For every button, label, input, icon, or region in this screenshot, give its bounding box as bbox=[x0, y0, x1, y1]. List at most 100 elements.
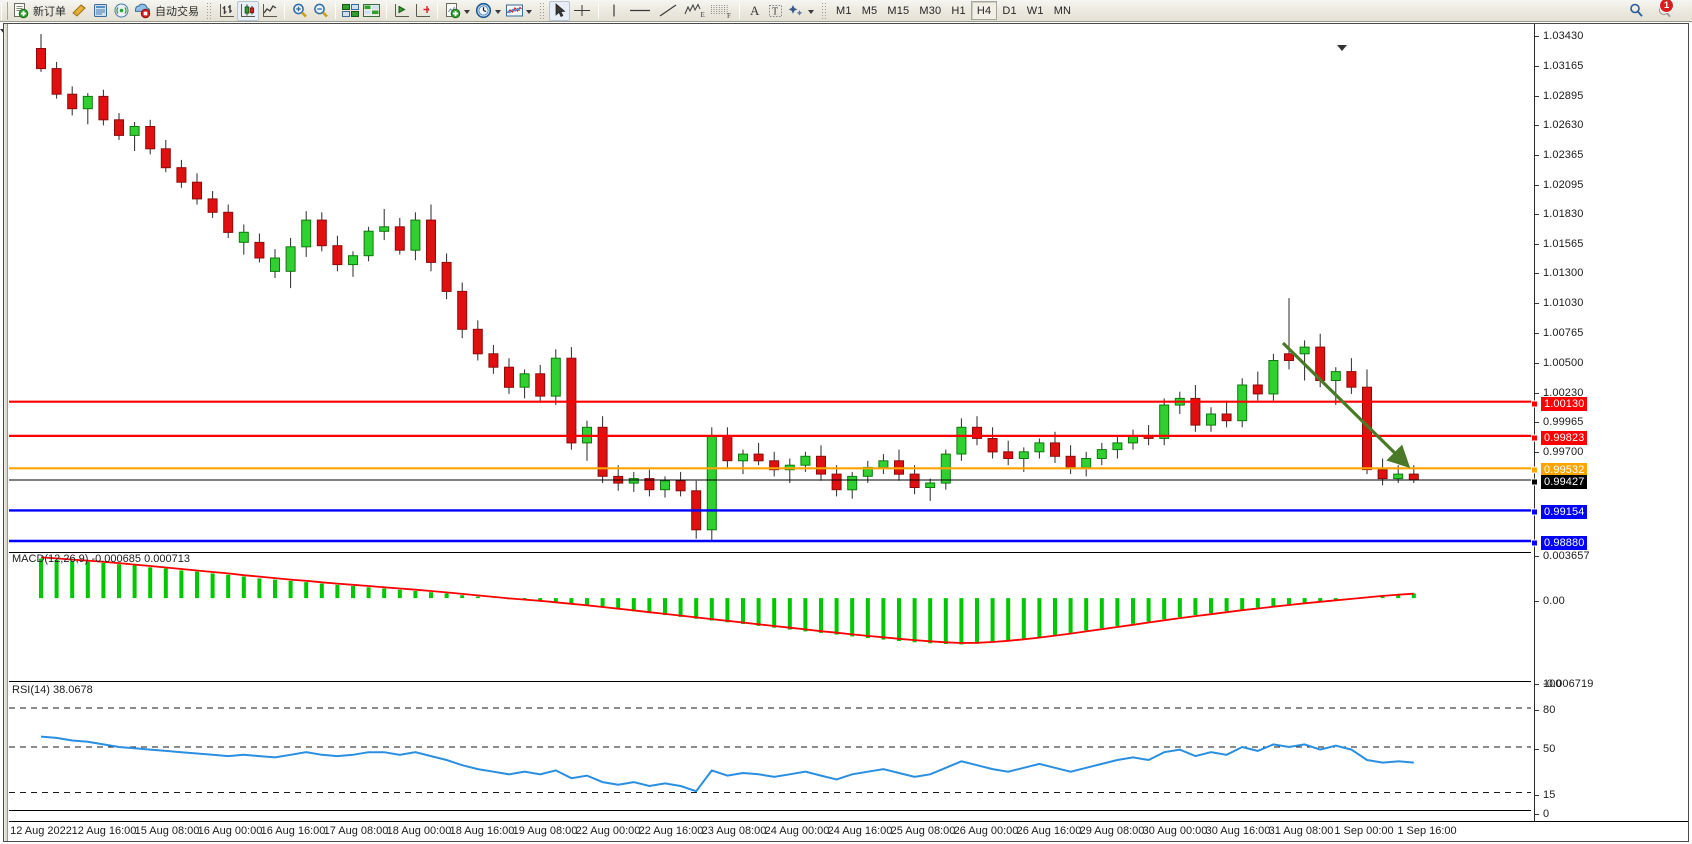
macd-tick-label: 0.003657 bbox=[1543, 550, 1590, 562]
terminal-icon[interactable] bbox=[90, 1, 111, 21]
price-tick bbox=[1535, 451, 1539, 453]
macd-indicator-pane[interactable]: MACD(12,26,9) -0.000685 0.000713 bbox=[9, 552, 1531, 680]
signal-icon[interactable] bbox=[111, 1, 132, 21]
rsi-tick bbox=[1535, 794, 1539, 796]
time-tick-label: 12 Aug 2022 bbox=[10, 825, 72, 837]
data-window-icon[interactable] bbox=[361, 1, 382, 21]
rsi-indicator-pane[interactable]: RSI(14) 38.0678 bbox=[9, 681, 1531, 811]
vertical-line-icon[interactable] bbox=[603, 1, 625, 21]
horizontal-line-icon[interactable] bbox=[625, 1, 655, 21]
price-candlestick-pane[interactable] bbox=[9, 24, 1531, 551]
indicators-icon[interactable] bbox=[504, 1, 525, 21]
price-tick-label: 0.99700 bbox=[1543, 445, 1584, 458]
svg-text:T: T bbox=[772, 7, 778, 18]
cursor-icon[interactable] bbox=[549, 0, 570, 21]
new-order-label[interactable]: 新订单 bbox=[33, 5, 66, 18]
timeframe-m5[interactable]: M5 bbox=[861, 4, 878, 17]
time-tick-label: 18 Aug 16:00 bbox=[449, 825, 515, 837]
level-handle[interactable] bbox=[1531, 539, 1538, 547]
period-clock-icon[interactable] bbox=[473, 1, 494, 21]
timeframe-h1[interactable]: H1 bbox=[951, 4, 966, 17]
toolbar-grip-2[interactable] bbox=[206, 2, 212, 19]
toolbar-separator-1 bbox=[284, 2, 285, 19]
rsi-tick bbox=[1535, 749, 1539, 750]
chart-top-marker-caret[interactable] bbox=[1337, 45, 1347, 51]
time-tick-label: 24 Aug 00:00 bbox=[764, 825, 830, 837]
level-price-label[interactable]: 1.00130 bbox=[1541, 396, 1588, 411]
auto-trading-label[interactable]: 自动交易 bbox=[155, 5, 199, 18]
level-handle[interactable] bbox=[1531, 508, 1538, 516]
level-handle[interactable] bbox=[1531, 466, 1538, 474]
auto-trading-icon[interactable] bbox=[132, 1, 153, 21]
price-tick bbox=[1535, 362, 1539, 364]
candlestick-icon[interactable] bbox=[237, 0, 259, 21]
time-tick-label: 26 Aug 00:00 bbox=[953, 825, 1019, 837]
notifications-icon[interactable]: 1 bbox=[1655, 0, 1676, 21]
chart-area[interactable]: EURUSD-,H4 0.99436 0.99482 0.99421 0.994… bbox=[0, 22, 1692, 844]
timeframe-h4[interactable]: H4 bbox=[970, 1, 998, 20]
indicators-dropdown-caret[interactable] bbox=[526, 9, 532, 14]
time-tick-label: 17 Aug 08:00 bbox=[323, 825, 389, 837]
line-chart-icon[interactable] bbox=[259, 1, 280, 21]
timeframe-m1[interactable]: M1 bbox=[836, 4, 852, 17]
objects-icon[interactable] bbox=[786, 1, 807, 21]
toolbar-grip-1[interactable] bbox=[1, 1, 8, 20]
chart-autoscroll-icon[interactable] bbox=[412, 1, 433, 21]
time-tick-label: 1 Sep 16:00 bbox=[1397, 825, 1457, 837]
price-tick-label: 1.02630 bbox=[1543, 119, 1584, 132]
level-handle[interactable] bbox=[1531, 478, 1538, 486]
price-tick-label: 1.02095 bbox=[1543, 178, 1584, 191]
toolbar-grip-4[interactable] bbox=[821, 2, 827, 19]
text-icon[interactable]: A bbox=[744, 1, 765, 21]
level-price-label[interactable]: 0.98880 bbox=[1541, 536, 1588, 550]
time-tick-label: 12 Aug 16:00 bbox=[71, 825, 137, 837]
level-price-label[interactable]: 0.99823 bbox=[1541, 430, 1588, 445]
period-dropdown-caret[interactable] bbox=[495, 9, 501, 14]
text-label-icon[interactable]: T bbox=[765, 1, 786, 21]
rsi-tick bbox=[1535, 684, 1539, 685]
timeframe-w1[interactable]: W1 bbox=[1026, 4, 1044, 17]
bar-chart-icon[interactable] bbox=[216, 1, 237, 21]
search-icon[interactable] bbox=[1626, 1, 1647, 21]
fibonacci-icon[interactable]: F bbox=[707, 1, 735, 21]
tile-windows-icon[interactable] bbox=[340, 1, 361, 21]
elliott-wave-icon[interactable]: E bbox=[681, 1, 707, 21]
level-price-label[interactable]: 0.99154 bbox=[1541, 505, 1588, 520]
magic-wand-icon[interactable] bbox=[69, 1, 90, 21]
chart-shift-icon[interactable] bbox=[391, 1, 412, 21]
timeframe-d1[interactable]: D1 bbox=[1002, 4, 1017, 17]
time-tick-label: 23 Aug 08:00 bbox=[701, 825, 767, 837]
zoom-out-icon[interactable] bbox=[310, 1, 331, 21]
rsi-tick-label: 15 bbox=[1543, 788, 1556, 801]
crosshair-icon[interactable] bbox=[570, 1, 594, 21]
price-axis[interactable]: 1.03430 1.03165 1.02895 1.02630 1.02365 1.020… bbox=[1531, 24, 1688, 841]
macd-label: MACD(12,26,9) -0.000685 0.000713 bbox=[12, 553, 190, 565]
rsi-tick-label: 80 bbox=[1543, 704, 1556, 716]
level-price-label[interactable]: 0.99532 bbox=[1541, 463, 1588, 478]
main-toolbar: 新订单 自动交易 bbox=[0, 0, 1692, 22]
trendline-icon[interactable] bbox=[655, 1, 681, 21]
level-price-label[interactable]: 0.99427 bbox=[1541, 475, 1588, 489]
chart-left-scroll-strip[interactable] bbox=[4, 24, 8, 841]
new-chart-dropdown-caret[interactable] bbox=[464, 9, 470, 14]
new-chart-icon[interactable] bbox=[442, 1, 463, 21]
price-tick bbox=[1535, 392, 1539, 394]
toolbar-grip-3[interactable] bbox=[539, 2, 545, 19]
level-handle[interactable] bbox=[1531, 400, 1538, 408]
time-tick-label: 16 Aug 00:00 bbox=[197, 825, 263, 837]
price-chart-svg bbox=[9, 34, 1531, 543]
price-tick bbox=[1535, 214, 1539, 216]
timeframe-m15[interactable]: M15 bbox=[887, 4, 910, 17]
time-axis[interactable]: 12 Aug 2022 12 Aug 16:00 15 Aug 08:00 16 Au… bbox=[9, 821, 1688, 841]
new-order-icon[interactable] bbox=[10, 1, 31, 21]
notification-count-badge: 1 bbox=[1659, 0, 1674, 13]
price-tick-label: 1.01030 bbox=[1543, 297, 1584, 310]
objects-dropdown-caret[interactable] bbox=[808, 9, 814, 14]
price-tick bbox=[1535, 95, 1539, 97]
toolbar-separator-4 bbox=[437, 2, 438, 19]
timeframe-m30[interactable]: M30 bbox=[919, 4, 942, 17]
time-tick-label: 22 Aug 00:00 bbox=[575, 825, 641, 837]
timeframe-mn[interactable]: MN bbox=[1053, 4, 1072, 17]
zoom-in-icon[interactable] bbox=[289, 1, 310, 21]
level-handle[interactable] bbox=[1531, 434, 1538, 442]
